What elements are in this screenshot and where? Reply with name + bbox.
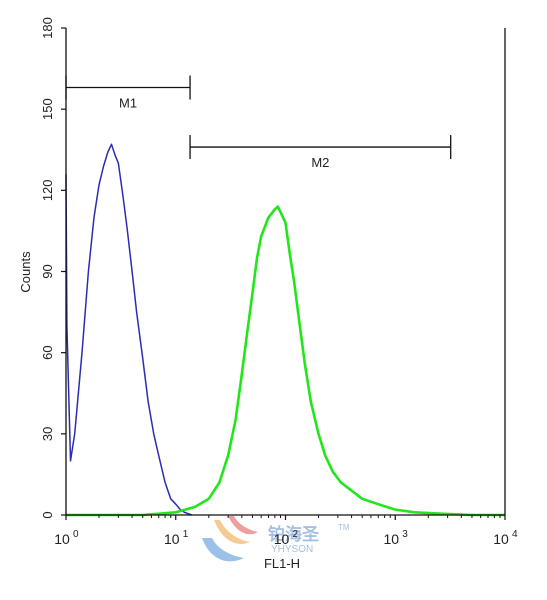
watermark-swoosh-blue: [202, 538, 244, 562]
y-tick-label: 120: [40, 179, 55, 201]
x-tick-exponent: 1: [183, 529, 189, 540]
y-tick-label: 150: [40, 98, 55, 120]
gate-label: M1: [119, 96, 137, 111]
y-tick-label: 180: [40, 17, 55, 39]
watermark-logo: 铂海圣 YHYSON TM: [202, 516, 350, 562]
gates-layer: M1 M2: [65, 75, 452, 170]
series-layer: [65, 143, 505, 517]
y-tick-label: 90: [40, 264, 55, 278]
y-tick-label: 60: [40, 345, 55, 359]
watermark-brand-cn: 铂海圣: [268, 524, 320, 544]
y-tick-label: 0: [40, 511, 55, 518]
x-tick-label: 10: [54, 531, 70, 547]
gate-m1: M1: [65, 75, 191, 111]
y-tick-label: 30: [40, 427, 55, 441]
watermark-brand-en: YHYSON: [271, 544, 313, 555]
watermark-trademark: TM: [338, 523, 350, 532]
x-tick-exponent: 2: [293, 529, 299, 540]
x-tick-exponent: 4: [512, 529, 518, 540]
x-tick-label: 10: [274, 531, 290, 547]
series-line-2: [66, 205, 505, 517]
x-tick-exponent: 0: [73, 529, 79, 540]
watermark-swoosh-orange: [214, 520, 250, 544]
x-tick-label: 10: [383, 531, 399, 547]
gate-m2: M2: [189, 135, 452, 170]
x-axis-label: FL1-H: [264, 556, 300, 571]
gate-label: M2: [311, 155, 329, 170]
x-tick-exponent: 3: [402, 529, 408, 540]
x-tick-label: 10: [493, 531, 509, 547]
y-axis-label: Counts: [18, 251, 33, 293]
watermark-swoosh-red: [228, 516, 258, 535]
series-line-1: [65, 143, 193, 516]
x-tick-label: 10: [164, 531, 180, 547]
